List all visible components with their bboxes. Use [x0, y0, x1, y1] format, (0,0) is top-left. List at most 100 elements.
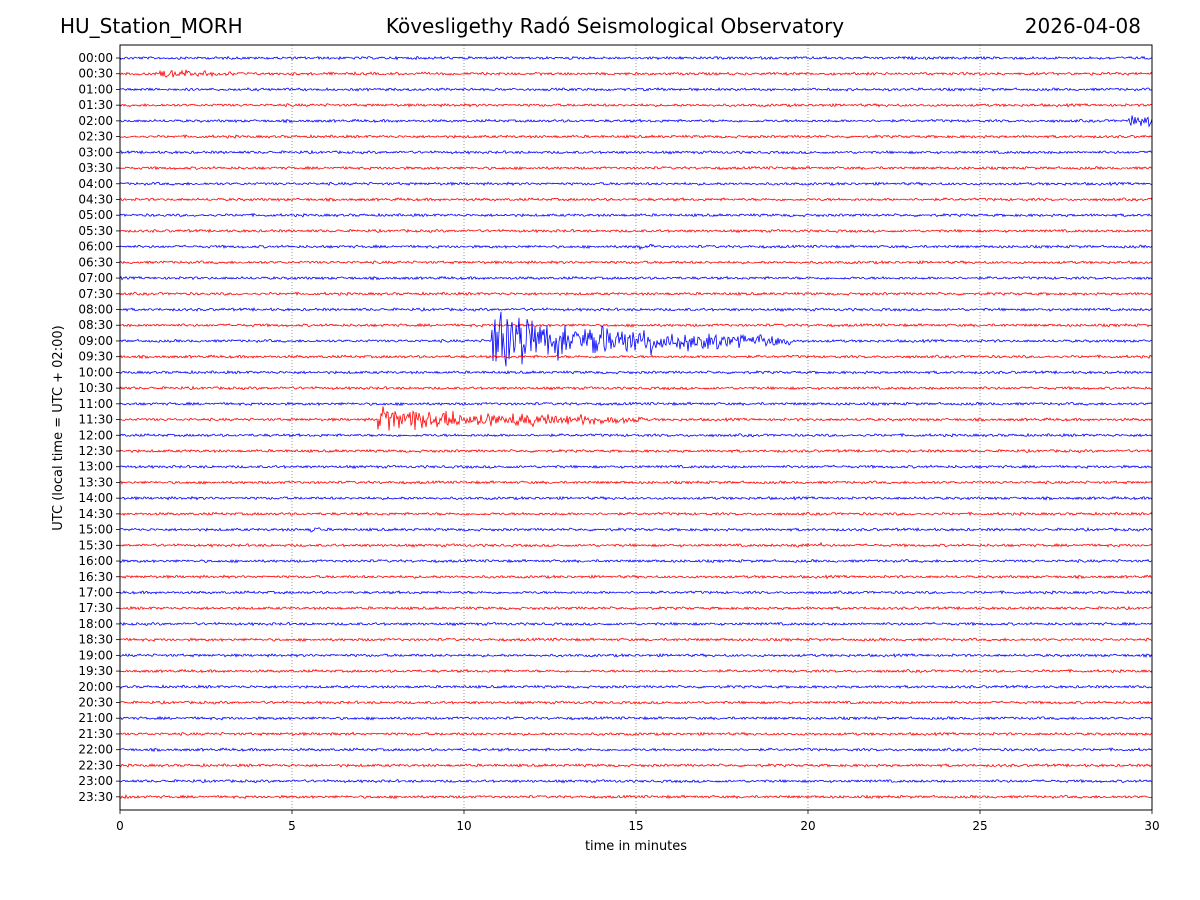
- y-tick-label: 11:00: [78, 397, 113, 411]
- trace-2030: [119, 699, 1153, 705]
- y-tick-label: 01:30: [78, 98, 113, 112]
- y-tick-label: 04:30: [78, 192, 113, 206]
- trace-0900: [119, 311, 1153, 367]
- y-tick-label: 00:30: [78, 67, 113, 81]
- trace-1430: [119, 511, 1153, 517]
- y-tick-label: 12:00: [78, 428, 113, 442]
- observatory-title: Kövesligethy Radó Seismological Observat…: [385, 14, 845, 38]
- y-tick-label: 22:00: [78, 743, 113, 757]
- trace-1600: [119, 558, 1153, 564]
- y-tick-label: 10:00: [78, 365, 113, 379]
- trace-0830: [119, 322, 1153, 328]
- y-tick-label: 22:30: [78, 758, 113, 772]
- y-tick-label: 18:30: [78, 633, 113, 647]
- x-tick-label: 5: [288, 819, 296, 833]
- trace-0600: [119, 243, 1153, 251]
- record-date: 2026-04-08: [1024, 14, 1141, 38]
- y-tick-label: 07:00: [78, 271, 113, 285]
- trace-0230: [119, 134, 1153, 139]
- y-tick-label: 13:00: [78, 460, 113, 474]
- y-tick-label: 21:30: [78, 727, 113, 741]
- trace-0930: [119, 354, 1153, 360]
- y-tick-label: 03:00: [78, 145, 113, 159]
- trace-1400: [119, 495, 1153, 501]
- y-tick-label: 01:00: [78, 82, 113, 96]
- y-tick-label: 14:00: [78, 491, 113, 505]
- y-tick-label: 08:30: [78, 318, 113, 332]
- x-tick-label: 30: [1144, 819, 1159, 833]
- trace-0200: [119, 115, 1153, 128]
- y-tick-label: 23:30: [78, 790, 113, 804]
- trace-1830: [119, 637, 1153, 642]
- trace-0430: [119, 197, 1153, 203]
- trace-1900: [119, 652, 1153, 658]
- trace-1000: [119, 369, 1153, 375]
- y-tick-label: 11:30: [78, 413, 113, 427]
- y-tick-label: 19:30: [78, 664, 113, 678]
- trace-2200: [119, 747, 1153, 753]
- trace-0030: [119, 69, 1153, 78]
- y-tick-label: 00:00: [78, 51, 113, 65]
- trace-1100: [119, 401, 1153, 407]
- trace-0100: [119, 87, 1153, 92]
- station-name: HU_Station_MORH: [60, 14, 243, 38]
- y-tick-label: 18:00: [78, 617, 113, 631]
- y-tick-label: 16:30: [78, 570, 113, 584]
- trace-2300: [119, 778, 1153, 784]
- trace-2230: [119, 762, 1153, 768]
- y-tick-label: 04:00: [78, 177, 113, 191]
- y-tick-label: 19:00: [78, 648, 113, 662]
- trace-0330: [119, 165, 1153, 171]
- y-tick-label: 06:00: [78, 240, 113, 254]
- x-tick-label: 15: [628, 819, 643, 833]
- y-tick-label: 09:30: [78, 350, 113, 364]
- trace-0530: [119, 228, 1153, 234]
- trace-1630: [119, 574, 1153, 580]
- y-tick-label: 02:30: [78, 130, 113, 144]
- trace-2100: [119, 715, 1153, 721]
- trace-1030: [119, 385, 1153, 391]
- y-axis-label: UTC (local time = UTC + 02:00): [51, 325, 66, 530]
- trace-0730: [119, 291, 1153, 297]
- y-tick-label: 15:00: [78, 523, 113, 537]
- y-tick-label: 05:30: [78, 224, 113, 238]
- y-tick-label: 21:00: [78, 711, 113, 725]
- y-tick-label: 17:00: [78, 585, 113, 599]
- y-tick-label: 05:00: [78, 208, 113, 222]
- y-tick-label: 13:30: [78, 475, 113, 489]
- trace-1700: [119, 589, 1153, 595]
- trace-1130: [119, 406, 1153, 431]
- trace-0000: [119, 55, 1153, 61]
- grid-lines: [291, 45, 981, 810]
- trace-0130: [119, 102, 1153, 108]
- y-tick-label: 16:00: [78, 554, 113, 568]
- x-axis-ticks: 0 5 10 15 20 25 30: [116, 810, 1160, 833]
- y-tick-label: 20:00: [78, 680, 113, 694]
- x-tick-label: 25: [972, 819, 987, 833]
- y-tick-label: 15:30: [78, 538, 113, 552]
- y-tick-label: 20:30: [78, 696, 113, 710]
- trace-0630: [119, 260, 1153, 265]
- trace-2000: [119, 684, 1153, 690]
- x-tick-label: 20: [800, 819, 815, 833]
- trace-0700: [119, 275, 1153, 281]
- y-tick-label: 09:00: [78, 334, 113, 348]
- x-tick-label: 10: [456, 819, 471, 833]
- trace-2130: [119, 731, 1153, 737]
- y-tick-label: 12:30: [78, 444, 113, 458]
- trace-0400: [119, 181, 1153, 187]
- trace-0800: [119, 306, 1153, 312]
- y-tick-label: 14:30: [78, 507, 113, 521]
- y-tick-label: 06:30: [78, 255, 113, 269]
- trace-1500: [119, 527, 1153, 533]
- y-tick-label: 03:30: [78, 161, 113, 175]
- seismogram-traces: [119, 55, 1153, 800]
- y-tick-label: 17:30: [78, 601, 113, 615]
- trace-0500: [119, 212, 1153, 218]
- trace-1230: [119, 448, 1153, 454]
- trace-0300: [119, 149, 1153, 155]
- y-tick-label: 10:30: [78, 381, 113, 395]
- trace-1330: [119, 480, 1153, 485]
